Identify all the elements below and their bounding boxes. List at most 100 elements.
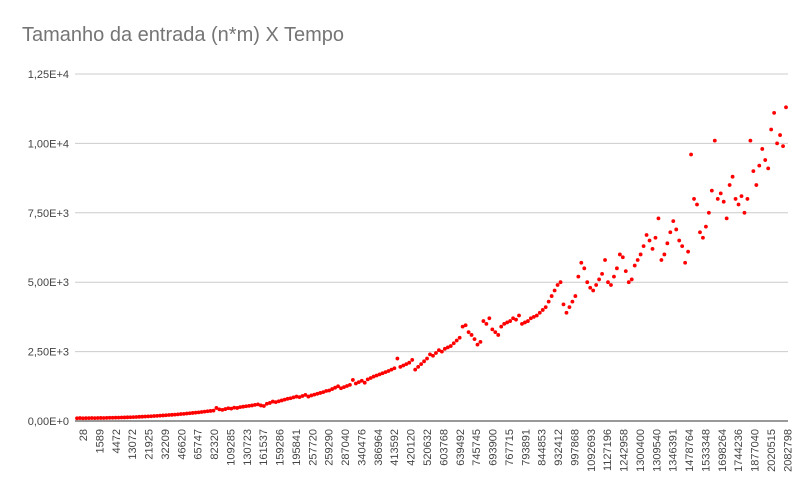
data-point	[137, 414, 142, 419]
data-point	[635, 258, 640, 262]
data-point	[564, 310, 569, 315]
data-point	[555, 283, 560, 287]
data-point	[256, 402, 260, 407]
data-point	[431, 353, 435, 358]
x-tick-label: 1744236	[733, 429, 745, 472]
data-point	[463, 323, 468, 328]
data-point	[736, 202, 741, 207]
data-point	[342, 385, 346, 390]
x-tick-label: 932412	[553, 429, 565, 466]
data-point	[318, 391, 323, 395]
data-point	[190, 411, 195, 415]
x-tick-label: 1589	[94, 429, 106, 453]
data-point	[620, 255, 625, 260]
data-point	[229, 406, 234, 411]
data-point	[116, 415, 121, 420]
data-point	[259, 403, 263, 408]
data-point	[220, 407, 225, 412]
data-point	[546, 299, 551, 304]
data-point	[526, 319, 530, 323]
data-point	[291, 395, 296, 400]
x-tick-label: 159286	[275, 429, 287, 466]
data-point	[419, 362, 424, 366]
data-point	[718, 191, 723, 196]
data-point	[448, 344, 453, 348]
x-tick-label: 13072	[127, 429, 139, 460]
data-point	[668, 230, 673, 235]
data-point	[178, 412, 183, 416]
data-point	[466, 330, 471, 335]
data-point	[303, 393, 308, 397]
data-point	[368, 376, 373, 380]
data-point	[650, 246, 655, 251]
data-point	[392, 366, 397, 371]
data-point	[534, 313, 539, 318]
x-axis-ticks: 28 1589 4472 13072 21925 32209 46620 65747 82320…	[78, 429, 794, 472]
data-point	[273, 400, 278, 405]
data-point	[680, 244, 685, 249]
x-tick-label: 1127196	[602, 429, 614, 471]
data-point	[644, 233, 649, 237]
data-point	[172, 412, 177, 417]
data-point	[238, 405, 243, 410]
data-point	[101, 416, 106, 420]
data-point	[306, 394, 311, 399]
y-tick-label: 2,50E+3	[28, 347, 69, 359]
data-point	[715, 197, 720, 201]
data-point	[523, 320, 527, 325]
data-point	[294, 394, 299, 399]
data-point	[300, 394, 305, 398]
data-point	[389, 367, 394, 372]
data-point	[439, 349, 444, 354]
data-point	[247, 403, 251, 408]
data-point	[398, 364, 403, 369]
data-point	[686, 249, 691, 254]
data-point	[359, 378, 364, 383]
data-point	[641, 244, 646, 249]
data-point	[324, 389, 329, 393]
y-tick-label: 1,25E+4	[28, 69, 69, 81]
data-point	[677, 238, 682, 243]
data-point	[585, 280, 590, 285]
x-tick-label: 997868	[569, 429, 581, 466]
data-point	[75, 416, 79, 421]
data-point	[528, 316, 533, 321]
x-tick-label: 130723	[242, 429, 254, 466]
data-point	[107, 415, 112, 420]
data-point	[386, 369, 391, 373]
data-point	[158, 413, 162, 418]
data-point	[576, 274, 581, 279]
data-point	[345, 384, 349, 388]
data-point	[380, 371, 385, 376]
x-tick-label: 420120	[406, 429, 418, 466]
x-tick-label: 767715	[504, 429, 516, 466]
data-point	[95, 416, 100, 420]
data-point	[81, 416, 85, 421]
data-point	[315, 391, 320, 396]
x-tick-label: 745745	[471, 429, 483, 466]
data-point	[615, 266, 619, 271]
data-point	[214, 406, 219, 410]
x-tick-label: 386964	[373, 429, 385, 466]
x-tick-label: 639492	[455, 429, 467, 466]
data-point	[689, 152, 693, 157]
x-tick-label: 1346391	[668, 429, 680, 472]
data-point	[561, 302, 566, 307]
data-point	[413, 367, 418, 372]
x-tick-label: 195841	[291, 429, 303, 466]
data-point	[217, 407, 222, 412]
data-point	[211, 408, 216, 413]
data-point	[125, 415, 130, 420]
data-point	[205, 409, 210, 414]
data-point	[288, 396, 293, 401]
data-point	[333, 385, 337, 390]
data-point	[202, 409, 207, 414]
data-point	[712, 138, 717, 143]
y-axis-ticks: 0,00E+0 2,50E+3 5,00E+3 7,50E+3 1,00E+4 1,25E…	[28, 69, 69, 428]
data-point	[104, 415, 109, 420]
data-point	[161, 413, 165, 418]
data-point	[760, 147, 765, 151]
data-point	[659, 258, 664, 262]
x-tick-label: 32209	[160, 429, 172, 460]
data-point	[751, 169, 756, 174]
